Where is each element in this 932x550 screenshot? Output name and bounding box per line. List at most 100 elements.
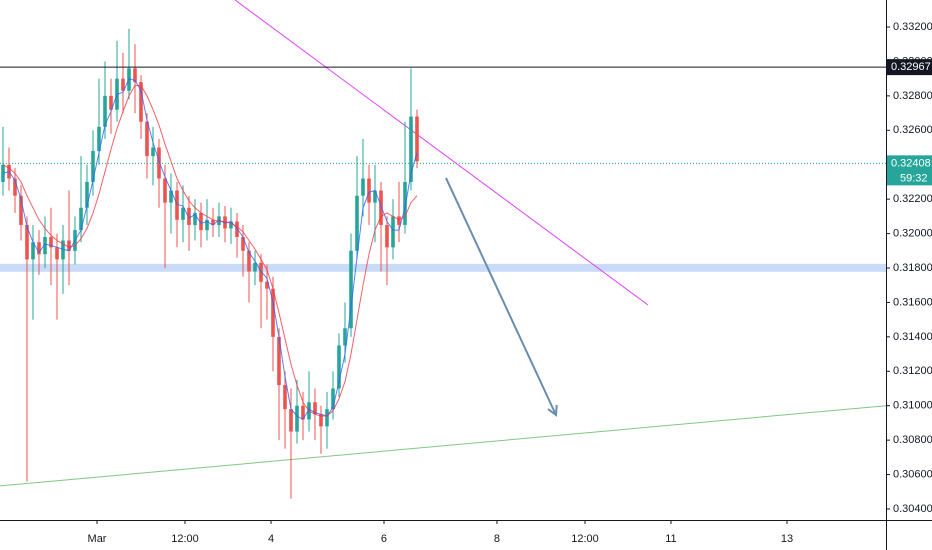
candle-body: [229, 221, 233, 229]
last-price-box: [887, 155, 932, 186]
candle-body: [355, 195, 359, 251]
candle-body: [325, 409, 329, 427]
candle-body: [91, 150, 95, 182]
candle-body: [55, 247, 59, 260]
candle-body: [331, 388, 335, 410]
candle-body: [403, 181, 407, 225]
y-tick-label: 0.33200: [893, 21, 932, 33]
candle-body: [85, 181, 89, 208]
candle-body: [169, 190, 173, 203]
last-price-label: 0.32408: [891, 157, 931, 169]
x-tick-label: 4: [268, 533, 274, 545]
x-tick-label: 12:00: [571, 533, 599, 545]
support-zone: [0, 263, 886, 272]
candle-body: [205, 219, 209, 231]
candle-body: [337, 345, 341, 389]
resistance-label-box: [887, 59, 932, 76]
y-tick-label: 0.32600: [893, 124, 932, 136]
candle-body: [37, 242, 41, 255]
y-tick-label: 0.31400: [893, 331, 932, 343]
y-tick-label: 0.32200: [893, 193, 932, 205]
candle-body: [283, 385, 287, 410]
y-tick-label: 0.32000: [893, 227, 932, 239]
candle-body: [217, 216, 221, 225]
candle-body: [271, 288, 275, 337]
candle-body: [295, 405, 299, 432]
candle-body: [385, 224, 389, 248]
arrow-head: [547, 404, 558, 417]
candle-body: [175, 190, 179, 220]
x-tick-label: 13: [781, 533, 793, 545]
trendline: [234, 0, 649, 306]
y-tick-label: 0.31200: [893, 365, 932, 377]
y-tick-label: 0.32800: [893, 90, 932, 102]
candle-body: [367, 178, 371, 203]
resistance-label: 0.32967: [891, 61, 931, 73]
y-tick-label: 0.30400: [893, 503, 932, 515]
moving-average: [2, 85, 418, 417]
candle-body: [181, 207, 185, 220]
candle-body: [391, 216, 395, 248]
candle-body: [187, 207, 191, 225]
candle-body: [49, 237, 53, 248]
y-tick-label: 0.31600: [893, 296, 932, 308]
candle-body: [97, 126, 101, 151]
candle-body: [379, 190, 383, 225]
candle-body: [313, 402, 317, 415]
candle-body: [193, 212, 197, 225]
candle-body: [61, 240, 65, 260]
arrow-shaft: [445, 177, 557, 416]
candle-body: [211, 219, 215, 225]
candle-body: [121, 78, 125, 91]
x-tick-label: 6: [381, 533, 387, 545]
candle-body: [253, 262, 257, 272]
countdown-label: 59:32: [900, 172, 928, 184]
moving-average: [2, 78, 418, 421]
candle-body: [241, 237, 245, 251]
candle-body: [409, 116, 413, 182]
candle-body: [259, 262, 263, 282]
y-tick-label: 0.31000: [893, 400, 932, 412]
candle-body: [277, 336, 281, 386]
candle-body: [199, 212, 203, 231]
candle-body: [103, 95, 107, 127]
candle-body: [31, 242, 35, 260]
candle-body: [139, 82, 143, 122]
candle-body: [265, 281, 269, 289]
candle-body: [343, 328, 347, 346]
y-tick-label: 0.31800: [893, 262, 932, 274]
candle-body: [79, 207, 83, 231]
candle-body: [319, 414, 323, 427]
candle-body: [247, 250, 251, 272]
candle-body: [109, 95, 113, 110]
trendline: [0, 405, 887, 487]
candle-body: [67, 240, 71, 251]
candle-body: [397, 216, 401, 225]
y-tick-label: 0.30800: [893, 434, 932, 446]
candle-body: [19, 195, 23, 225]
candle-body: [13, 178, 17, 196]
candle-body: [289, 409, 293, 432]
candle-body: [349, 250, 353, 329]
x-tick-label: 11: [665, 533, 676, 545]
candle-body: [373, 190, 377, 203]
candle-body: [1, 164, 5, 182]
x-tick-label: 8: [494, 533, 500, 545]
candle-body: [43, 237, 47, 255]
candle-body: [301, 405, 305, 420]
candle-body: [223, 216, 227, 229]
x-tick-label: Mar: [88, 533, 107, 545]
candle-body: [133, 68, 137, 83]
candle-body: [151, 147, 155, 157]
candle-body: [145, 121, 149, 157]
y-tick-label: 0.30600: [893, 468, 932, 480]
candle-body: [163, 178, 167, 203]
candle-body: [235, 221, 239, 238]
candle-body: [157, 147, 161, 179]
candle-body: [25, 224, 29, 260]
x-tick-label: 12:00: [171, 533, 199, 545]
candle-body: [415, 116, 419, 162]
candle-body: [361, 178, 365, 196]
